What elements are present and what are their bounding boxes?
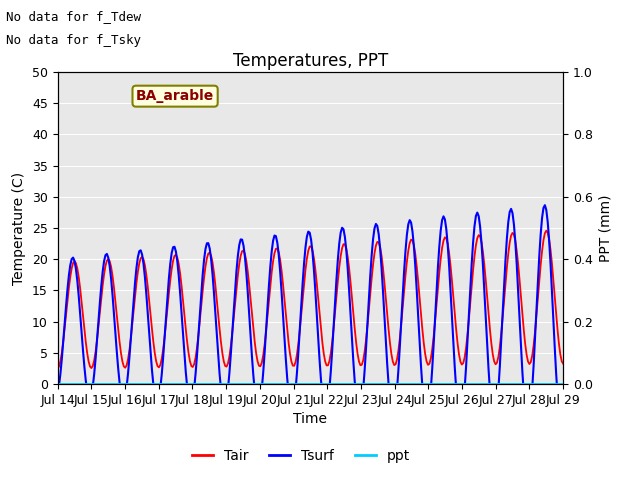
ppt [116,381,124,387]
Text: BA_arable: BA_arable [136,89,214,103]
Tair [204,251,212,256]
Tsurf [230,308,237,314]
ppt [221,381,229,387]
Tair [559,361,567,367]
Text: No data for f_Tsky: No data for f_Tsky [6,34,141,47]
ppt [531,381,539,387]
Tsurf [54,390,61,396]
Tsurf [541,202,548,208]
X-axis label: Time: Time [293,412,328,426]
Tair [221,363,229,369]
ppt [559,381,567,387]
Tsurf [116,380,124,385]
Line: Tair: Tair [58,231,563,369]
Tair [54,366,61,372]
Tsurf [559,416,567,422]
Tsurf [221,402,229,408]
Tair [116,339,124,345]
ppt [230,381,237,387]
ppt [275,381,282,387]
ppt [54,381,61,387]
Y-axis label: PPT (mm): PPT (mm) [598,194,612,262]
Tsurf [558,421,566,427]
Tsurf [531,336,539,342]
Legend: Tair, Tsurf, ppt: Tair, Tsurf, ppt [186,443,415,468]
Tair [230,316,237,322]
Text: No data for f_Tdew: No data for f_Tdew [6,10,141,23]
Tsurf [275,252,282,257]
Tair [531,329,539,335]
ppt [204,381,212,387]
Tair [543,228,550,234]
Y-axis label: Temperature (C): Temperature (C) [12,171,26,285]
Tair [275,249,282,255]
Tsurf [204,240,212,246]
Title: Temperatures, PPT: Temperatures, PPT [233,52,388,71]
Line: Tsurf: Tsurf [58,205,563,424]
